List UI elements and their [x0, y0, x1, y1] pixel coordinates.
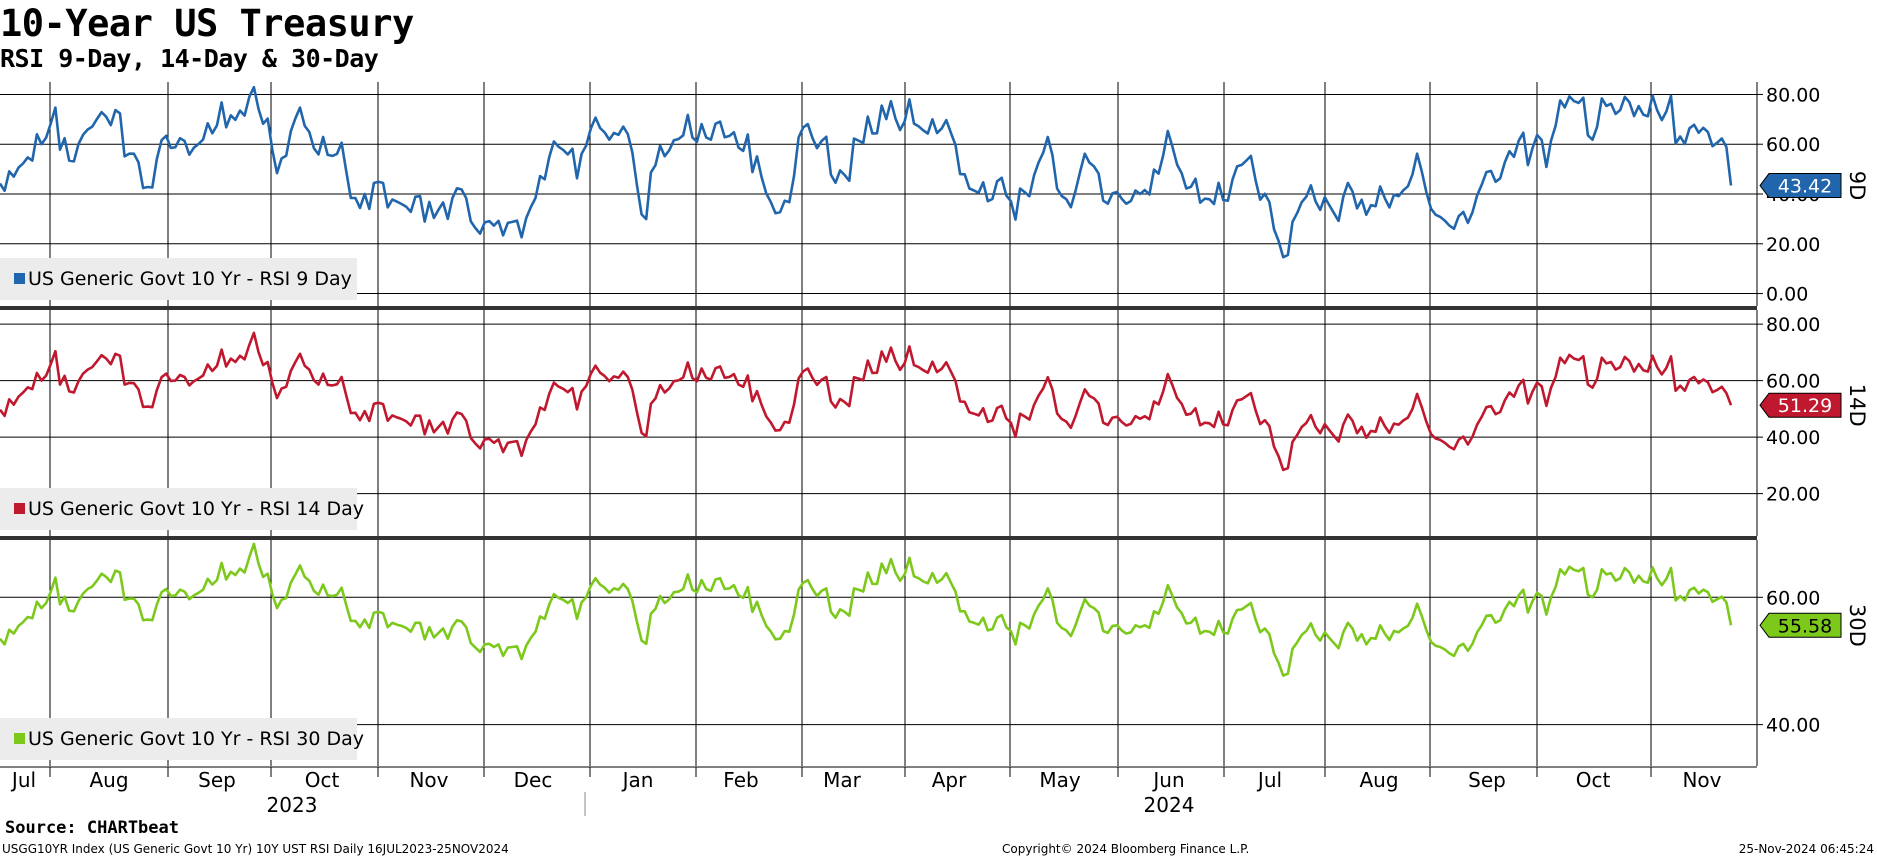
- panel-separator: [0, 536, 1757, 540]
- x-tick-label: Jul: [1256, 768, 1282, 792]
- legend-box: [0, 488, 357, 530]
- x-tick-label: Apr: [932, 768, 967, 792]
- year-label: 2024: [1144, 793, 1195, 817]
- x-tick-label: Aug: [1359, 768, 1398, 792]
- y-tick-label: 80.00: [1766, 84, 1820, 106]
- footer-timestamp: 25-Nov-2024 06:45:24: [1738, 842, 1874, 856]
- legend-box: [0, 718, 357, 760]
- panel-label: 30D: [1845, 604, 1869, 647]
- x-tick-label: Sep: [1468, 768, 1506, 792]
- last-value-label: 43.42: [1778, 176, 1832, 198]
- y-tick-label: 60.00: [1766, 134, 1820, 156]
- year-label: 2023: [267, 793, 318, 817]
- x-tick-label: Jan: [621, 768, 654, 792]
- legend-swatch: [14, 503, 25, 514]
- x-tick-label: Sep: [198, 768, 236, 792]
- x-tick-label: Dec: [514, 768, 553, 792]
- last-value-label: 55.58: [1778, 615, 1832, 637]
- series-line-9d: [0, 85, 1733, 259]
- panel-14d: 20.00 40.00 60.00 80.00 51.29 14D US Generic G…: [0, 310, 1869, 536]
- y-tick-label: 80.00: [1766, 314, 1820, 336]
- last-value-tag: [1759, 612, 1842, 638]
- y-tick-label: 40.00: [1766, 427, 1820, 449]
- x-tick-label: Mar: [823, 768, 862, 792]
- legend-box: [0, 258, 357, 300]
- legend-label: US Generic Govt 10 Yr - RSI 30 Day: [28, 728, 364, 750]
- chart-subtitle: RSI 9-Day, 14-Day & 30-Day: [0, 44, 379, 73]
- x-tick-label: Nov: [409, 768, 448, 792]
- last-value-tag: [1759, 392, 1842, 418]
- source-note: Source: CHARTbeat: [5, 818, 179, 838]
- series-line-14d: [0, 331, 1733, 472]
- panel-label: 9D: [1845, 171, 1869, 201]
- panel-30d: 40.00 60.00 55.58 30D US Generic Govt 10 Yr …: [0, 540, 1869, 766]
- x-tick-label: May: [1039, 768, 1081, 792]
- footer-copyright: Copyright© 2024 Bloomberg Finance L.P.: [1002, 842, 1250, 856]
- panel-separator: [0, 306, 1757, 310]
- panel-label: 14D: [1845, 384, 1869, 427]
- x-tick-label: Jun: [1151, 768, 1184, 792]
- legend-swatch: [14, 273, 25, 284]
- y-tick-label: 60.00: [1766, 371, 1820, 393]
- legend-label: US Generic Govt 10 Yr - RSI 9 Day: [28, 268, 352, 290]
- last-value-label: 51.29: [1778, 395, 1832, 417]
- x-tick-label: Nov: [1682, 768, 1721, 792]
- legend-label: US Generic Govt 10 Yr - RSI 14 Day: [28, 498, 364, 520]
- y-tick-label: 40.00: [1766, 715, 1820, 737]
- chart-title: 10-Year US Treasury: [0, 2, 414, 45]
- x-tick-label: Feb: [723, 768, 758, 792]
- last-value-tag: [1759, 173, 1842, 199]
- x-tick-label: Jul: [10, 768, 36, 792]
- y-tick-label: 0.00: [1766, 284, 1808, 306]
- footer-description: USGG10YR Index (US Generic Govt 10 Yr) 1…: [2, 842, 509, 856]
- legend-swatch: [14, 733, 25, 744]
- y-tick-label: 20.00: [1766, 484, 1820, 506]
- series-line-30d: [0, 542, 1733, 677]
- y-tick-label: 60.00: [1766, 587, 1820, 609]
- x-tick-label: Aug: [89, 768, 128, 792]
- x-tick-label: Oct: [305, 768, 340, 792]
- x-tick-label: Oct: [1576, 768, 1611, 792]
- y-tick-label: 20.00: [1766, 234, 1820, 256]
